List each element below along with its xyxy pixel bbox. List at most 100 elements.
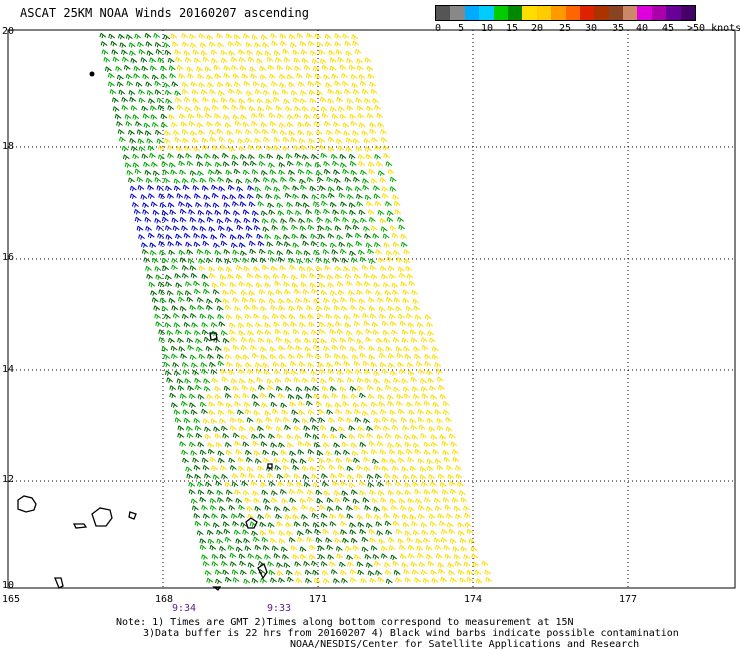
wind-barb: [373, 282, 381, 288]
wind-barb: [232, 73, 240, 79]
wind-barb: [332, 298, 339, 304]
wind-barb: [161, 216, 169, 223]
wind-barb: [330, 473, 338, 479]
wind-barb: [366, 432, 374, 439]
wind-barb: [333, 177, 341, 184]
wind-barb: [156, 225, 163, 231]
wind-barb: [376, 434, 384, 440]
lon-label-168: 168: [155, 594, 174, 605]
wind-barb: [423, 537, 430, 544]
wind-barb: [463, 554, 471, 560]
wind-barb: [229, 561, 237, 567]
wind-barb: [220, 513, 228, 520]
wind-barb: [356, 514, 364, 520]
wind-barb: [132, 114, 140, 120]
wind-barb: [241, 297, 249, 303]
wind-barb: [147, 145, 155, 151]
wind-barb: [399, 320, 407, 327]
wind-barb: [284, 192, 292, 199]
wind-barbs: [99, 32, 493, 585]
wind-barb: [277, 210, 285, 216]
wind-barb: [243, 80, 251, 87]
wind-barb: [350, 120, 358, 127]
wind-barb: [381, 320, 389, 327]
wind-barb: [368, 440, 376, 447]
wind-barb: [312, 385, 319, 392]
wind-barb: [309, 417, 317, 423]
wind-barb: [114, 113, 122, 120]
wind-barb: [355, 369, 362, 375]
wind-barb: [216, 538, 224, 545]
wind-barb: [337, 464, 345, 471]
wind-barb: [373, 378, 381, 384]
wind-barb: [217, 400, 225, 407]
wind-barb: [234, 489, 242, 495]
wind-barb: [278, 305, 286, 311]
wind-barb: [121, 105, 129, 111]
legend-swatch: [507, 6, 523, 20]
wind-barb: [310, 240, 318, 247]
wind-barb: [199, 177, 207, 184]
wind-barb: [348, 482, 356, 489]
wind-barb: [267, 561, 275, 567]
wind-barb: [283, 562, 291, 569]
wind-barb: [285, 65, 293, 71]
wind-barb: [229, 322, 236, 329]
wind-barb: [390, 370, 397, 377]
wind-barb: [242, 160, 250, 167]
wind-barb: [423, 400, 431, 407]
wind-barb: [184, 145, 192, 152]
wind-barb: [402, 289, 410, 296]
wind-barb: [374, 145, 382, 151]
wind-barb: [177, 337, 184, 344]
wind-barb: [389, 498, 397, 504]
wind-barb: [247, 330, 254, 336]
wind-barb: [163, 177, 171, 184]
wind-barb: [240, 114, 247, 120]
wind-barb: [327, 186, 335, 192]
wind-barb: [349, 113, 357, 120]
wind-barb: [339, 433, 347, 440]
wind-barb: [447, 562, 455, 568]
legend-swatch: [594, 6, 609, 20]
wind-barb: [202, 144, 210, 151]
wind-barb: [143, 257, 151, 263]
wind-barb: [381, 505, 389, 512]
wind-barb: [370, 273, 378, 280]
wind-barb: [130, 145, 138, 152]
wind-barb: [265, 416, 273, 423]
wind-barb: [248, 378, 256, 384]
wind-barb: [335, 138, 343, 144]
wind-barb: [170, 402, 178, 408]
wind-barb: [206, 298, 213, 305]
wind-barb: [448, 570, 456, 576]
wind-barb: [146, 50, 154, 56]
wind-barb: [455, 473, 463, 480]
wind-barb: [245, 449, 252, 456]
wind-barb: [319, 425, 327, 431]
wind-barb: [191, 505, 199, 511]
wind-barb: [352, 130, 359, 137]
wind-barb: [279, 265, 287, 271]
wind-barb: [253, 313, 260, 320]
wind-barb: [278, 298, 285, 304]
wind-barb: [204, 426, 211, 433]
wind-barb: [342, 33, 350, 40]
wind-barb: [369, 81, 377, 88]
wind-barb: [436, 418, 444, 424]
wind-barb: [377, 346, 385, 353]
legend-color-bar: [435, 5, 696, 21]
wind-barb: [403, 393, 411, 399]
wind-barb: [345, 545, 352, 552]
wind-barb: [348, 153, 356, 160]
wind-barb: [211, 513, 219, 519]
wind-barb: [417, 458, 425, 464]
wind-barb: [178, 160, 186, 167]
lat-label-10: 10: [2, 580, 15, 591]
wind-barb: [163, 34, 171, 41]
wind-barb: [253, 225, 261, 231]
wind-barb: [399, 368, 406, 375]
wind-barb: [161, 257, 169, 264]
wind-barb: [250, 73, 258, 79]
wind-barb: [427, 330, 435, 337]
